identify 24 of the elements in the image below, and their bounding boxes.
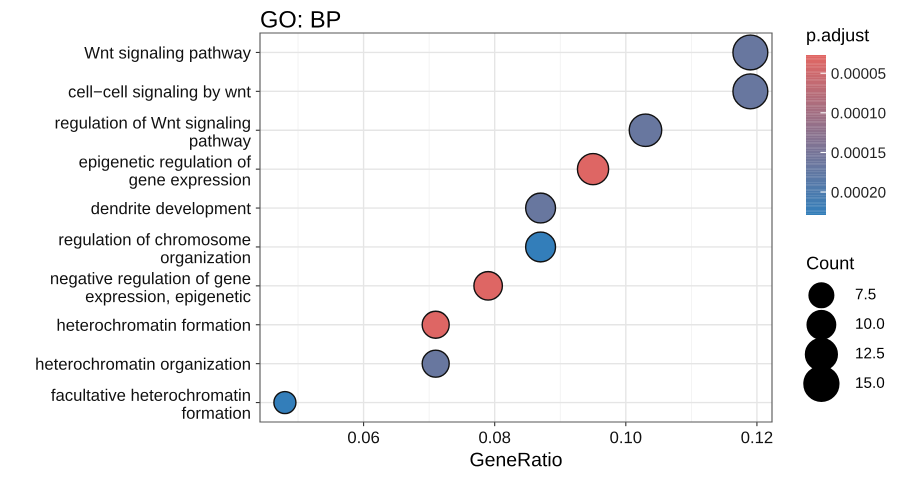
y-tick-label: heterochromatin formation (58, 318, 250, 331)
y-tick-label: Wnt signaling pathway (84, 46, 251, 62)
y-tick-label: epigenetic regulation of gene expression (79, 155, 252, 189)
color-bar-label: 0.00005 (831, 68, 886, 79)
y-tick-label: dendrite development (91, 202, 251, 218)
legend-title: Count (807, 256, 854, 270)
x-tick-label: 0.08 (479, 431, 510, 444)
y-tick-label: negative regulation of gene expression, epigenetic (51, 272, 251, 306)
legend-label: 12.5 (856, 348, 884, 358)
y-tick-label: heterochromatin organization (36, 358, 250, 374)
legend-label: 7.5 (856, 288, 876, 300)
x-axis-title: GeneRatio (470, 452, 562, 466)
x-tick-label: 0.06 (348, 431, 380, 444)
x-tick-label: 0.10 (610, 431, 642, 444)
color-bar-title: p.adjust (807, 28, 870, 45)
color-bar-label: 0.00010 (831, 108, 886, 119)
color-bar-label: 0.00015 (831, 147, 886, 158)
y-tick-label: facultative heterochromatin formation (51, 388, 250, 419)
y-tick-label: cell−cell signaling by wnt (68, 85, 251, 101)
legend-label: 10.0 (856, 318, 884, 329)
x-tick-label: 0.12 (741, 431, 772, 444)
chart-title: GO: BP (261, 10, 340, 28)
color-bar-label: 0.00020 (831, 186, 886, 198)
legend-label: 15.0 (856, 377, 884, 388)
